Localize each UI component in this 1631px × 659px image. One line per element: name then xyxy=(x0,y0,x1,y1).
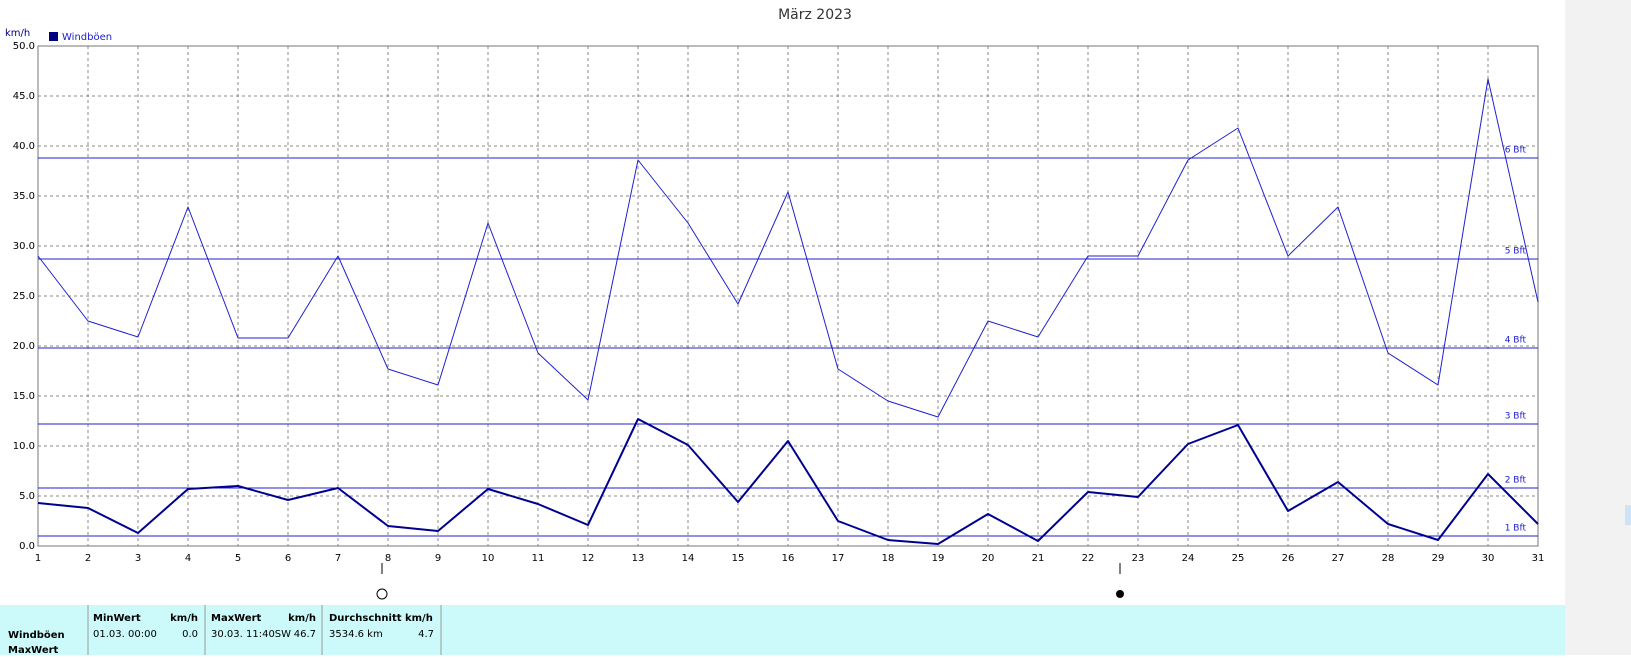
x-tick-label: 10 xyxy=(482,553,495,564)
series-line xyxy=(37,418,1539,545)
x-tick-label: 19 xyxy=(932,553,945,564)
cell: 01.03. 00:00 xyxy=(93,629,157,640)
x-tick-label: 20 xyxy=(982,553,995,564)
chart-title: März 2023 xyxy=(778,7,852,23)
plot-frame xyxy=(37,45,1539,547)
header: km/h xyxy=(170,613,198,624)
row-label: MaxWert xyxy=(8,645,59,655)
x-tick-label: 22 xyxy=(1082,553,1095,564)
x-tick-label: 8 xyxy=(385,553,391,564)
reference-label: 6 Bft xyxy=(1505,146,1527,156)
y-tick-label: 30.0 xyxy=(13,241,35,252)
x-tick-label: 12 xyxy=(582,553,595,564)
full-moon xyxy=(376,588,388,600)
series-line xyxy=(37,78,1539,418)
y-tick-label: 45.0 xyxy=(13,91,35,102)
y-tick-label: 15.0 xyxy=(13,391,35,402)
table-lines xyxy=(87,605,442,655)
y-tick-label: 0.0 xyxy=(19,541,35,552)
y-tick-label: 10.0 xyxy=(13,441,35,452)
x-tick-label: 2 xyxy=(85,553,91,564)
reference-label: 5 Bft xyxy=(1505,247,1527,257)
header: km/h xyxy=(288,613,316,624)
row-label: Windböen xyxy=(8,630,65,641)
x-tick-label: 23 xyxy=(1132,553,1145,564)
cell: 30.03. 11:40SW xyxy=(211,629,291,640)
stats-panel xyxy=(0,605,1565,655)
y-tick-label: 5.0 xyxy=(19,491,35,502)
x-tick-label: 31 xyxy=(1532,553,1545,564)
side-strip xyxy=(1565,0,1631,655)
x-tick-label: 1 xyxy=(35,553,41,564)
x-tick-label: 14 xyxy=(682,553,695,564)
x-tick-label: 29 xyxy=(1432,553,1445,564)
x-tick-label: 3 xyxy=(135,553,141,564)
cell: 0.0 xyxy=(182,629,198,640)
cell: 46.7 xyxy=(294,629,316,640)
y-tick-label: 40.0 xyxy=(13,141,35,152)
cell: 3534.6 km xyxy=(329,629,383,640)
x-tick-label: 27 xyxy=(1332,553,1345,564)
x-tick-label: 4 xyxy=(185,553,191,564)
x-tick-label: 7 xyxy=(335,553,341,564)
y-tick-label: 25.0 xyxy=(13,291,35,302)
reference-label: 1 Bft xyxy=(1505,524,1527,534)
y-tick-label: 35.0 xyxy=(13,191,35,202)
cell: 4.7 xyxy=(418,629,434,640)
grid xyxy=(37,45,1539,547)
x-tick-label: 28 xyxy=(1382,553,1395,564)
x-tick-label: 30 xyxy=(1482,553,1495,564)
y-tick-label: 50.0 xyxy=(13,41,35,52)
y-axis-label: km/h xyxy=(5,28,30,39)
side-widget xyxy=(1625,505,1631,525)
legend-swatch xyxy=(49,32,58,41)
header: MinWert xyxy=(93,613,141,624)
x-tick-label: 17 xyxy=(832,553,845,564)
x-tick-label: 5 xyxy=(235,553,241,564)
x-tick-label: 6 xyxy=(285,553,291,564)
new-moon xyxy=(1116,590,1124,598)
x-tick-label: 25 xyxy=(1232,553,1245,564)
legend-label: Windböen xyxy=(62,32,112,43)
x-tick-label: 21 xyxy=(1032,553,1045,564)
x-tick-label: 18 xyxy=(882,553,895,564)
x-tick-label: 26 xyxy=(1282,553,1295,564)
x-tick-label: 11 xyxy=(532,553,545,564)
x-tick-label: 15 xyxy=(732,553,745,564)
reference-label: 4 Bft xyxy=(1505,336,1527,346)
x-tick-label: 9 xyxy=(435,553,441,564)
x-tick-label: 24 xyxy=(1182,553,1195,564)
x-tick-label: 13 xyxy=(632,553,645,564)
moon-markers xyxy=(376,563,1124,600)
header: MaxWert xyxy=(211,613,262,624)
reference-label: 3 Bft xyxy=(1505,412,1527,422)
header: Durchschnitt km/h xyxy=(329,613,433,624)
y-tick-label: 20.0 xyxy=(13,341,35,352)
reference-label: 2 Bft xyxy=(1505,476,1527,486)
x-tick-label: 16 xyxy=(782,553,795,564)
